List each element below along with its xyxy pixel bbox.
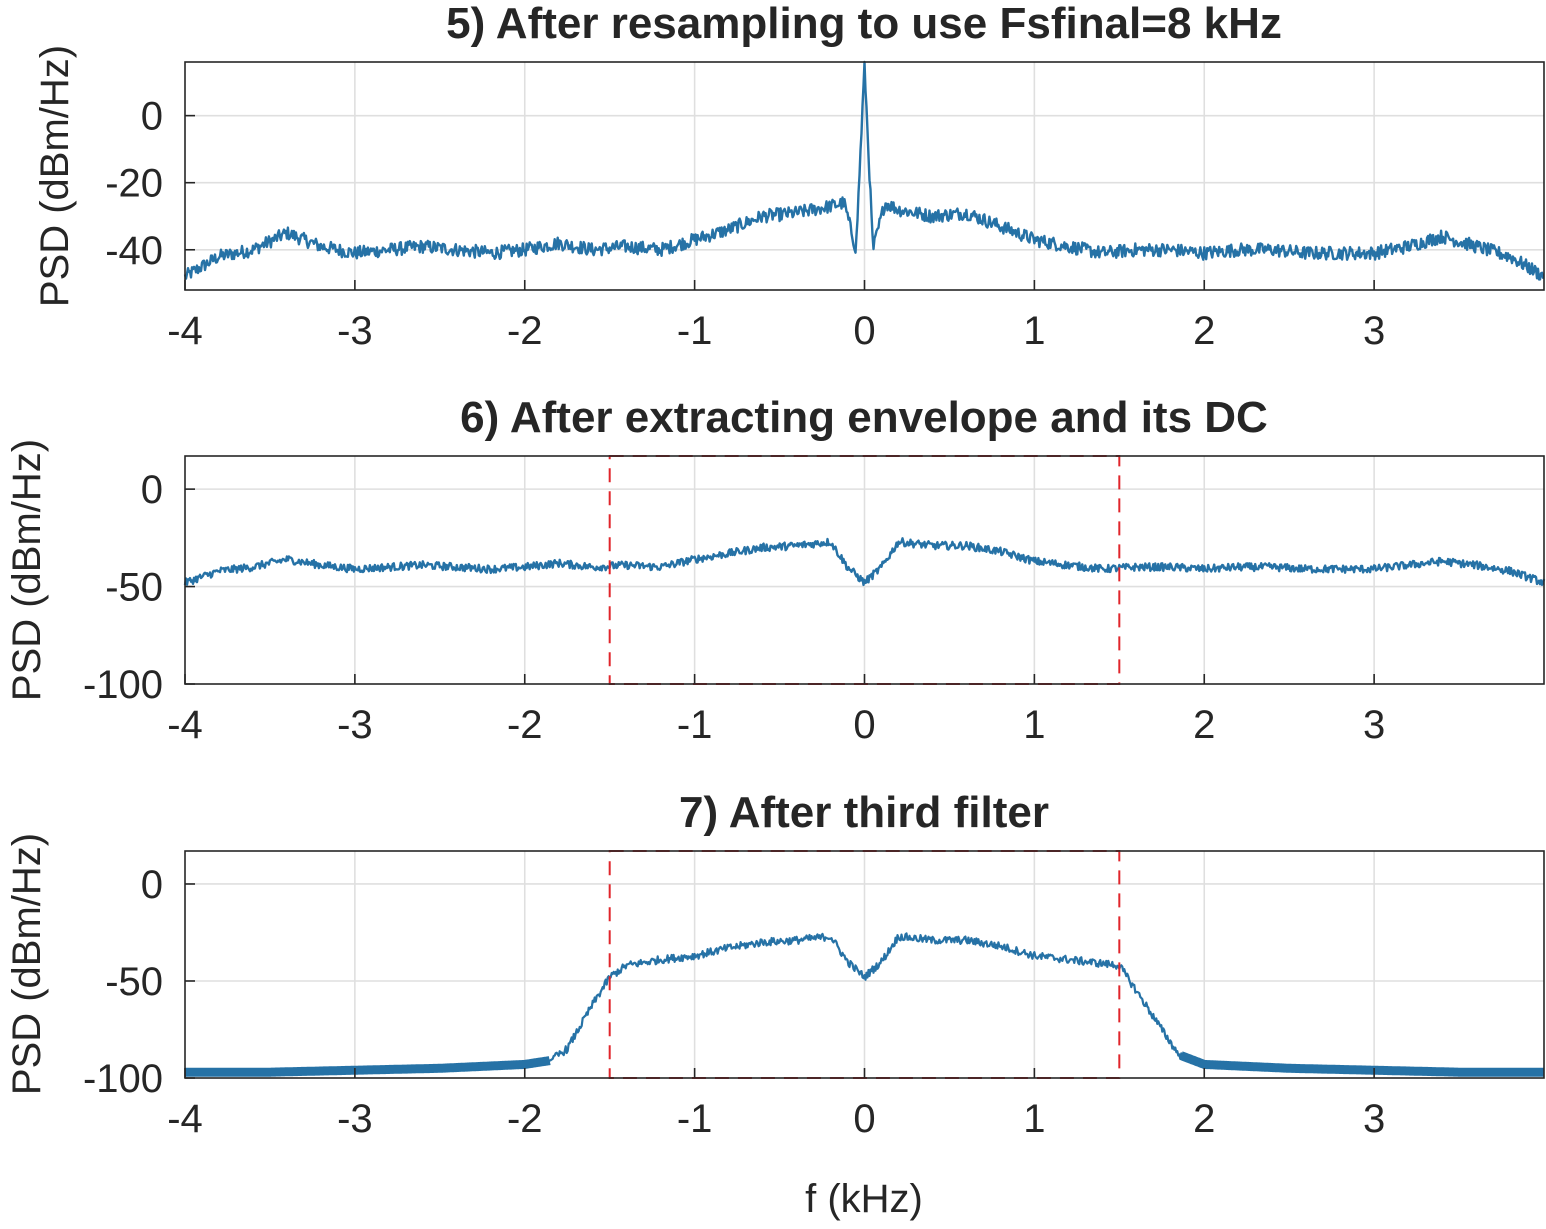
x-tick-label: -1: [677, 309, 713, 353]
x-tick-label: -4: [167, 703, 203, 747]
panel-3-xlabel: f (kHz): [805, 1177, 923, 1221]
x-tick-label: -2: [507, 309, 543, 353]
y-tick-label: -50: [105, 960, 163, 1004]
y-tick-label: -100: [83, 663, 163, 707]
x-tick-label: 3: [1363, 703, 1385, 747]
y-tick-label: 0: [141, 468, 163, 512]
panel-2-ylabel: PSD (dBm/Hz): [5, 439, 49, 701]
panel-3-title: 7) After third filter: [679, 788, 1049, 837]
panel-3: 7) After third filter -4 -3 -2 -1 0 1 2 3 0 -50 -…: [5, 788, 1546, 1221]
panel-1: 5) After resampling to use Fsfinal=8 kHz…: [33, 0, 1545, 353]
x-tick-label: 2: [1193, 309, 1215, 353]
x-tick-label: 0: [853, 309, 875, 353]
x-tick-label: -3: [337, 1097, 373, 1141]
y-tick-label: -40: [105, 229, 163, 273]
x-tick-label: 1: [1023, 1097, 1045, 1141]
x-tick-label: 2: [1193, 1097, 1215, 1141]
x-tick-label: 0: [853, 1097, 875, 1141]
x-tick-label: -2: [507, 703, 543, 747]
x-tick-label: 3: [1363, 1097, 1385, 1141]
y-tick-label: 0: [141, 863, 163, 907]
x-tick-label: 3: [1363, 309, 1385, 353]
x-tick-label: 1: [1023, 703, 1045, 747]
y-tick-label: -20: [105, 162, 163, 206]
x-tick-label: 2: [1193, 703, 1215, 747]
y-tick-label: 0: [141, 95, 163, 139]
panel-2-title: 6) After extracting envelope and its DC: [460, 393, 1268, 442]
x-tick-label: -4: [167, 1097, 203, 1141]
panel-1-ylabel: PSD (dBm/Hz): [33, 45, 77, 307]
x-tick-label: -1: [677, 1097, 713, 1141]
panel-1-title: 5) After resampling to use Fsfinal=8 kHz: [446, 0, 1282, 48]
psd-stopband-floor: [181, 1051, 1546, 1077]
x-tick-label: -3: [337, 309, 373, 353]
x-tick-label: -2: [507, 1097, 543, 1141]
x-tick-label: -4: [167, 309, 203, 353]
x-tick-label: -1: [677, 703, 713, 747]
x-tick-label: 1: [1023, 309, 1045, 353]
panel-3-ylabel: PSD (dBm/Hz): [5, 833, 49, 1095]
y-tick-label: -50: [105, 566, 163, 610]
psd-trace: [183, 537, 1546, 587]
y-tick-label: -100: [83, 1057, 163, 1101]
x-tick-label: 0: [853, 703, 875, 747]
panel-2: 6) After extracting envelope and its DC …: [5, 393, 1546, 747]
x-tick-label: -3: [337, 703, 373, 747]
